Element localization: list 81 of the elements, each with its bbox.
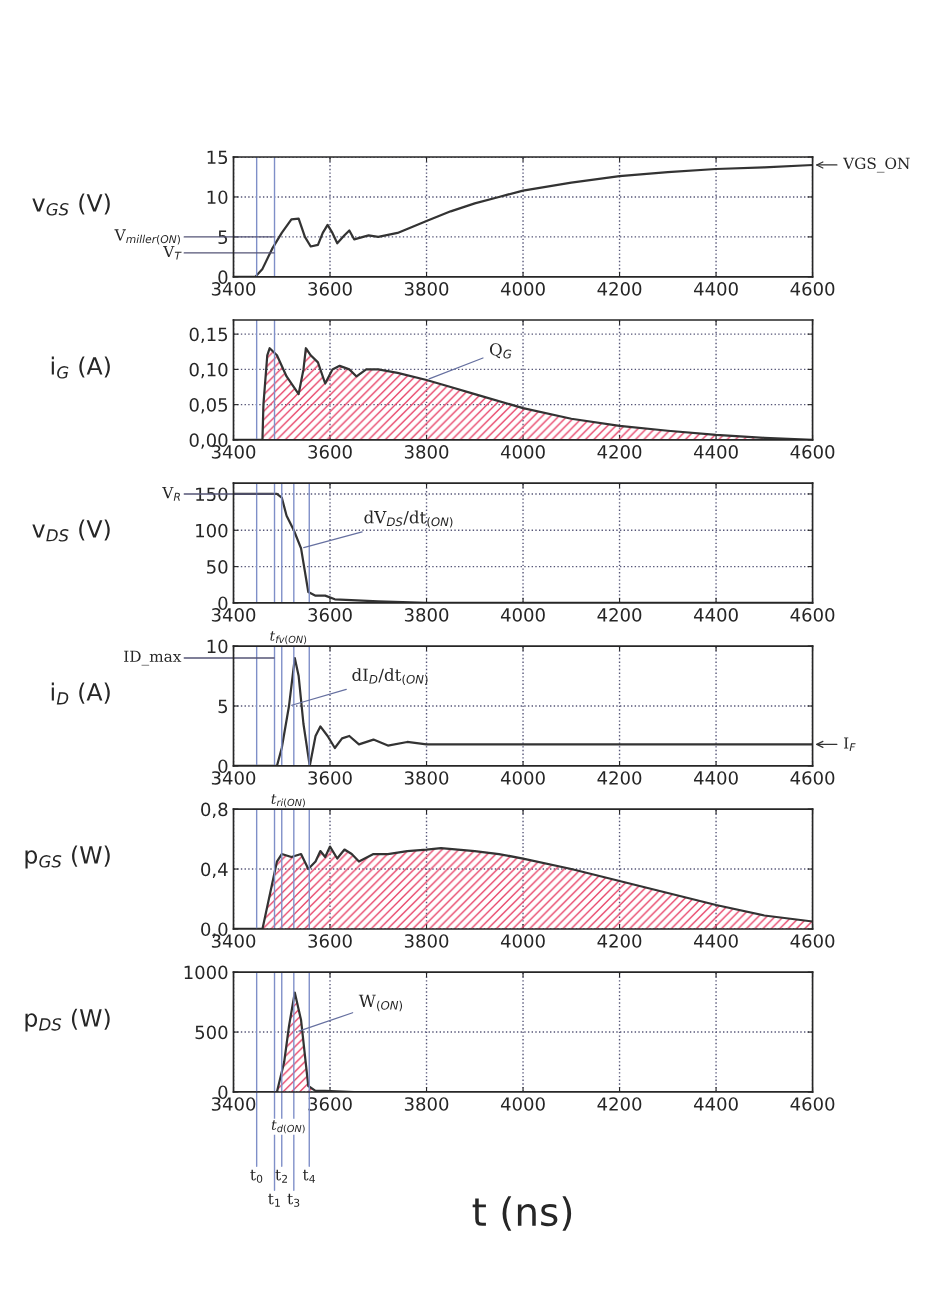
x-tick-label: 4200 [597, 445, 642, 459]
y-axis-title: v$_{DS}$ (V) [32, 519, 110, 542]
ref-line-label: t$_{4}$ [302, 1169, 315, 1183]
y-tick-label: 0 [218, 270, 228, 284]
x-tick-label: 4200 [597, 608, 642, 622]
x-tick-label: 4600 [790, 771, 835, 785]
x-tick-label: 4600 [790, 934, 835, 948]
annotation: Q$_{G}$ [489, 343, 512, 359]
x-tick-label: 3800 [404, 608, 449, 622]
y-tick-label: 0 [218, 596, 228, 611]
annotation: VGS_ON [842, 157, 910, 173]
y-tick-label: 0,15 [189, 327, 228, 344]
y-tick-label: 0 [218, 759, 228, 774]
x-tick-label: 4600 [790, 282, 835, 296]
x-tick-label: 4000 [500, 771, 545, 785]
ref-line-label: t$_{2}$ [275, 1169, 287, 1183]
y-axis-title: i$_{D}$ (A) [51, 682, 110, 705]
x-tick-label: 4400 [693, 1097, 738, 1111]
ref-line-label: t$_{0}$ [250, 1169, 263, 1183]
x-tick-label: 3600 [308, 445, 352, 459]
y-tick-label: 5 [218, 699, 228, 714]
x-tick-label: 4400 [693, 771, 738, 785]
x-tick-label: 3800 [404, 282, 449, 296]
y-axis-title: p$_{DS}$ (W) [25, 1008, 110, 1032]
x-tick-label: 4000 [500, 1097, 545, 1111]
x-tick-label: 3800 [404, 445, 449, 459]
x-tick-label: 4200 [597, 934, 642, 948]
annotation: dI$_{D}$/dt$_{(ON)}$ [352, 668, 428, 686]
x-tick-label: 4400 [693, 608, 738, 622]
y-tick-label: 0,4 [201, 862, 228, 878]
x-tick-label: 3600 [308, 934, 352, 948]
y-tick-label: 10 [207, 639, 228, 654]
y-axis-title: v$_{GS}$ (V) [32, 193, 110, 216]
x-tick-label: 3800 [404, 1097, 449, 1111]
y-tick-label: 0,8 [201, 802, 228, 819]
x-tick-label: 3400 [211, 282, 256, 296]
y-axis-title: i$_{G}$ (A) [51, 356, 110, 379]
y-tick-label: 1000 [184, 965, 228, 980]
ref-line-label: t$_{3}$ [287, 1193, 300, 1207]
y-tick-label: 10 [207, 190, 228, 205]
ref-line-label: V$_{miller(ON)}$ [114, 229, 180, 245]
x-tick-label: 4000 [500, 608, 545, 622]
y-tick-label: 0,10 [189, 362, 228, 379]
x-tick-label: 3800 [404, 771, 449, 785]
y-axis-title: p$_{GS}$ (W) [25, 845, 110, 869]
x-tick-label: 4200 [597, 1097, 642, 1111]
ref-line-label: ID_max [124, 650, 182, 666]
x-tick-label: 4000 [500, 445, 545, 459]
annotation: W$_{(ON)}$ [358, 994, 403, 1012]
x-tick-label: 3400 [211, 608, 256, 622]
x-tick-label: 4400 [693, 282, 738, 296]
ref-line-label: V$_{T}$ [163, 245, 182, 260]
x-tick-label: 3800 [404, 934, 449, 948]
y-tick-label: 15 [207, 150, 228, 165]
x-tick-label: 3600 [308, 771, 352, 785]
text: t$_{d(ON)}$ [271, 1120, 305, 1134]
y-tick-label: 0,05 [189, 398, 228, 414]
y-tick-label: 100 [196, 523, 228, 538]
annotation: dV$_{DS}$/dt$_{(ON)}$ [364, 510, 453, 528]
text: t$_{fv(ON)}$ [270, 631, 307, 645]
ref-line-label: V$_{R}$ [162, 487, 180, 501]
y-tick-label: 500 [195, 1025, 228, 1040]
y-tick-label: 0 [218, 1085, 228, 1100]
x-tick-label: 3600 [308, 608, 352, 622]
x-tick-label: 3400 [211, 771, 256, 785]
x-tick-label: 4600 [790, 1097, 835, 1111]
x-tick-label: 4600 [790, 608, 835, 622]
x-tick-label: 4000 [500, 934, 545, 948]
x-tick-label: 3400 [211, 1097, 256, 1111]
y-tick-label: 50 [207, 560, 228, 574]
x-tick-label: 4600 [790, 445, 835, 459]
x-tick-label: 4400 [693, 445, 738, 459]
x-tick-label: 4200 [597, 282, 642, 296]
x-tick-label: 4400 [693, 934, 738, 948]
x-tick-label: 4200 [597, 771, 642, 785]
x-tick-label: 3600 [308, 282, 352, 296]
ref-line-label: t$_{1}$ [268, 1193, 280, 1207]
text: t$_{ri(ON)}$ [271, 794, 305, 808]
x-tick-label: 4000 [500, 282, 545, 296]
annotation: I$_{F}$ [843, 737, 856, 752]
x-axis-title: t (ns) [472, 1196, 572, 1231]
